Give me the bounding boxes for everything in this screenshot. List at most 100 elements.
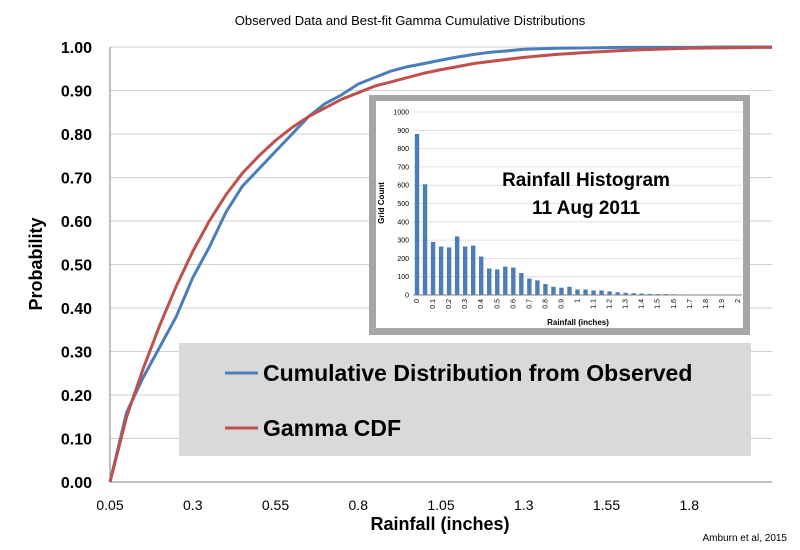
inset-x-tick-label: 0	[414, 299, 421, 303]
inset-y-tick-label: 800	[397, 146, 409, 153]
inset-bar	[470, 245, 476, 295]
y-tick-label: 0.40	[61, 301, 92, 318]
inset-bar	[495, 269, 500, 295]
inset-bar	[422, 184, 428, 295]
inset-y-tick-label: 900	[397, 128, 409, 135]
inset-x-tick-label: 1	[575, 299, 582, 303]
x-tick-label: 1.55	[593, 497, 620, 513]
inset-title-line-2: 11 Aug 2011	[532, 198, 641, 219]
x-tick-label: 0.05	[96, 497, 123, 513]
inset-bar	[607, 291, 612, 295]
inset-x-tick-label: 0.1	[430, 299, 437, 309]
inset-bar	[567, 286, 572, 295]
x-tick-label: 1.05	[427, 497, 454, 513]
main-axes	[109, 47, 772, 483]
inset-x-tick-label: 1.5	[655, 299, 662, 309]
inset-bar	[559, 287, 564, 295]
inset-y-tick-label: 400	[397, 219, 409, 226]
y-tick-label: 1.00	[61, 40, 92, 57]
inset-bar	[462, 246, 468, 295]
inset-bar	[575, 289, 580, 295]
inset-bar	[446, 247, 452, 295]
inset-bar	[487, 268, 492, 295]
x-tick-label: 1.8	[680, 497, 700, 513]
inset-y-axis-label: Grid Count	[377, 182, 386, 224]
inset-bar	[583, 289, 588, 295]
legend: Cumulative Distribution from Observed Ga…	[179, 343, 751, 456]
main-series-lines	[108, 45, 772, 483]
inset-bar	[454, 236, 460, 295]
inset-bar	[535, 280, 540, 295]
credit-text: Amburn et al, 2015	[703, 533, 788, 544]
inset-bar	[639, 293, 644, 295]
inset-x-tick-label: 1.7	[687, 299, 694, 309]
inset-bar	[430, 241, 436, 295]
inset-x-tick-label: 1.6	[671, 299, 678, 309]
inset-x-tick-label: 2	[735, 299, 742, 303]
inset-histogram: 0 100 200 300 400 500 600 700 800 900 1000 0 0.1 0.2 0…	[369, 95, 750, 335]
inset-bar	[591, 290, 596, 295]
inset-x-axis-label: Rainfall (inches)	[547, 318, 609, 327]
y-tick-label: 0.00	[61, 475, 92, 492]
inset-x-tick-label: 1.8	[703, 299, 710, 309]
y-tick-label: 0.10	[61, 432, 92, 449]
inset-bar	[438, 246, 444, 295]
y-tick-label: 0.50	[61, 258, 92, 275]
inset-bar	[551, 286, 556, 295]
inset-x-tick-label: 0.9	[559, 299, 566, 309]
inset-bar	[527, 278, 532, 295]
inset-x-tick-label: 1.2	[607, 299, 614, 309]
inset-bar	[615, 292, 620, 295]
series-line-observed	[108, 45, 772, 483]
inset-bar	[511, 267, 516, 295]
inset-x-tick-label: 0.2	[446, 299, 453, 309]
main-tick-labels: 0.000.100.200.300.400.500.600.700.800.90…	[61, 40, 699, 513]
y-axis-label: Probability	[26, 217, 46, 310]
inset-gridlines	[413, 111, 742, 278]
x-tick-label: 0.3	[183, 497, 203, 513]
y-tick-label: 0.20	[61, 388, 92, 405]
x-tick-label: 0.8	[349, 497, 369, 513]
inset-x-tick-label: 0.5	[494, 299, 501, 309]
inset-bar	[414, 133, 420, 295]
y-tick-label: 0.60	[61, 214, 92, 231]
x-tick-label: 1.3	[514, 497, 534, 513]
x-tick-label: 0.55	[262, 497, 289, 513]
inset-y-tick-label: 0	[405, 293, 409, 300]
inset-x-tick-label: 1.1	[591, 299, 598, 309]
legend-box	[179, 343, 751, 456]
inset-tick-labels: 0 100 200 300 400 500 600 700 800 900 1000 0 0.1 0.2 0…	[393, 110, 742, 309]
inset-bar	[519, 273, 524, 295]
y-tick-label: 0.90	[61, 84, 92, 101]
inset-x-tick-label: 0.6	[510, 299, 517, 309]
y-tick-label: 0.70	[61, 171, 92, 188]
inset-bar	[623, 292, 628, 295]
inset-y-tick-label: 200	[397, 256, 409, 263]
x-axis-label: Rainfall (inches)	[370, 514, 509, 534]
inset-y-tick-label: 100	[397, 274, 409, 281]
inset-x-tick-label: 0.4	[478, 299, 485, 309]
inset-y-tick-label: 1000	[393, 110, 409, 117]
inset-y-tick-label: 300	[397, 238, 409, 245]
y-tick-label: 0.30	[61, 345, 92, 362]
legend-label-gamma: Gamma CDF	[263, 415, 401, 441]
series-line-gamma	[108, 45, 772, 483]
inset-bar	[479, 256, 484, 295]
inset-x-tick-label: 0.7	[526, 299, 533, 309]
inset-y-tick-label: 700	[397, 164, 409, 171]
inset-bar	[647, 293, 652, 295]
y-tick-label: 0.80	[61, 127, 92, 144]
inset-bar	[543, 284, 548, 295]
inset-title-line-1: Rainfall Histogram	[502, 170, 670, 191]
inset-x-tick-label: 1.9	[719, 299, 726, 309]
inset-x-tick-label: 1.3	[623, 299, 630, 309]
inset-bar	[599, 290, 604, 295]
inset-bar	[503, 266, 508, 295]
inset-x-tick-label: 0.3	[462, 299, 469, 309]
inset-bars	[414, 133, 741, 295]
inset-bar	[631, 293, 636, 295]
legend-label-observed: Cumulative Distribution from Observed	[263, 360, 692, 386]
inset-y-tick-label: 600	[397, 183, 409, 190]
inset-x-tick-label: 0.8	[542, 299, 549, 309]
